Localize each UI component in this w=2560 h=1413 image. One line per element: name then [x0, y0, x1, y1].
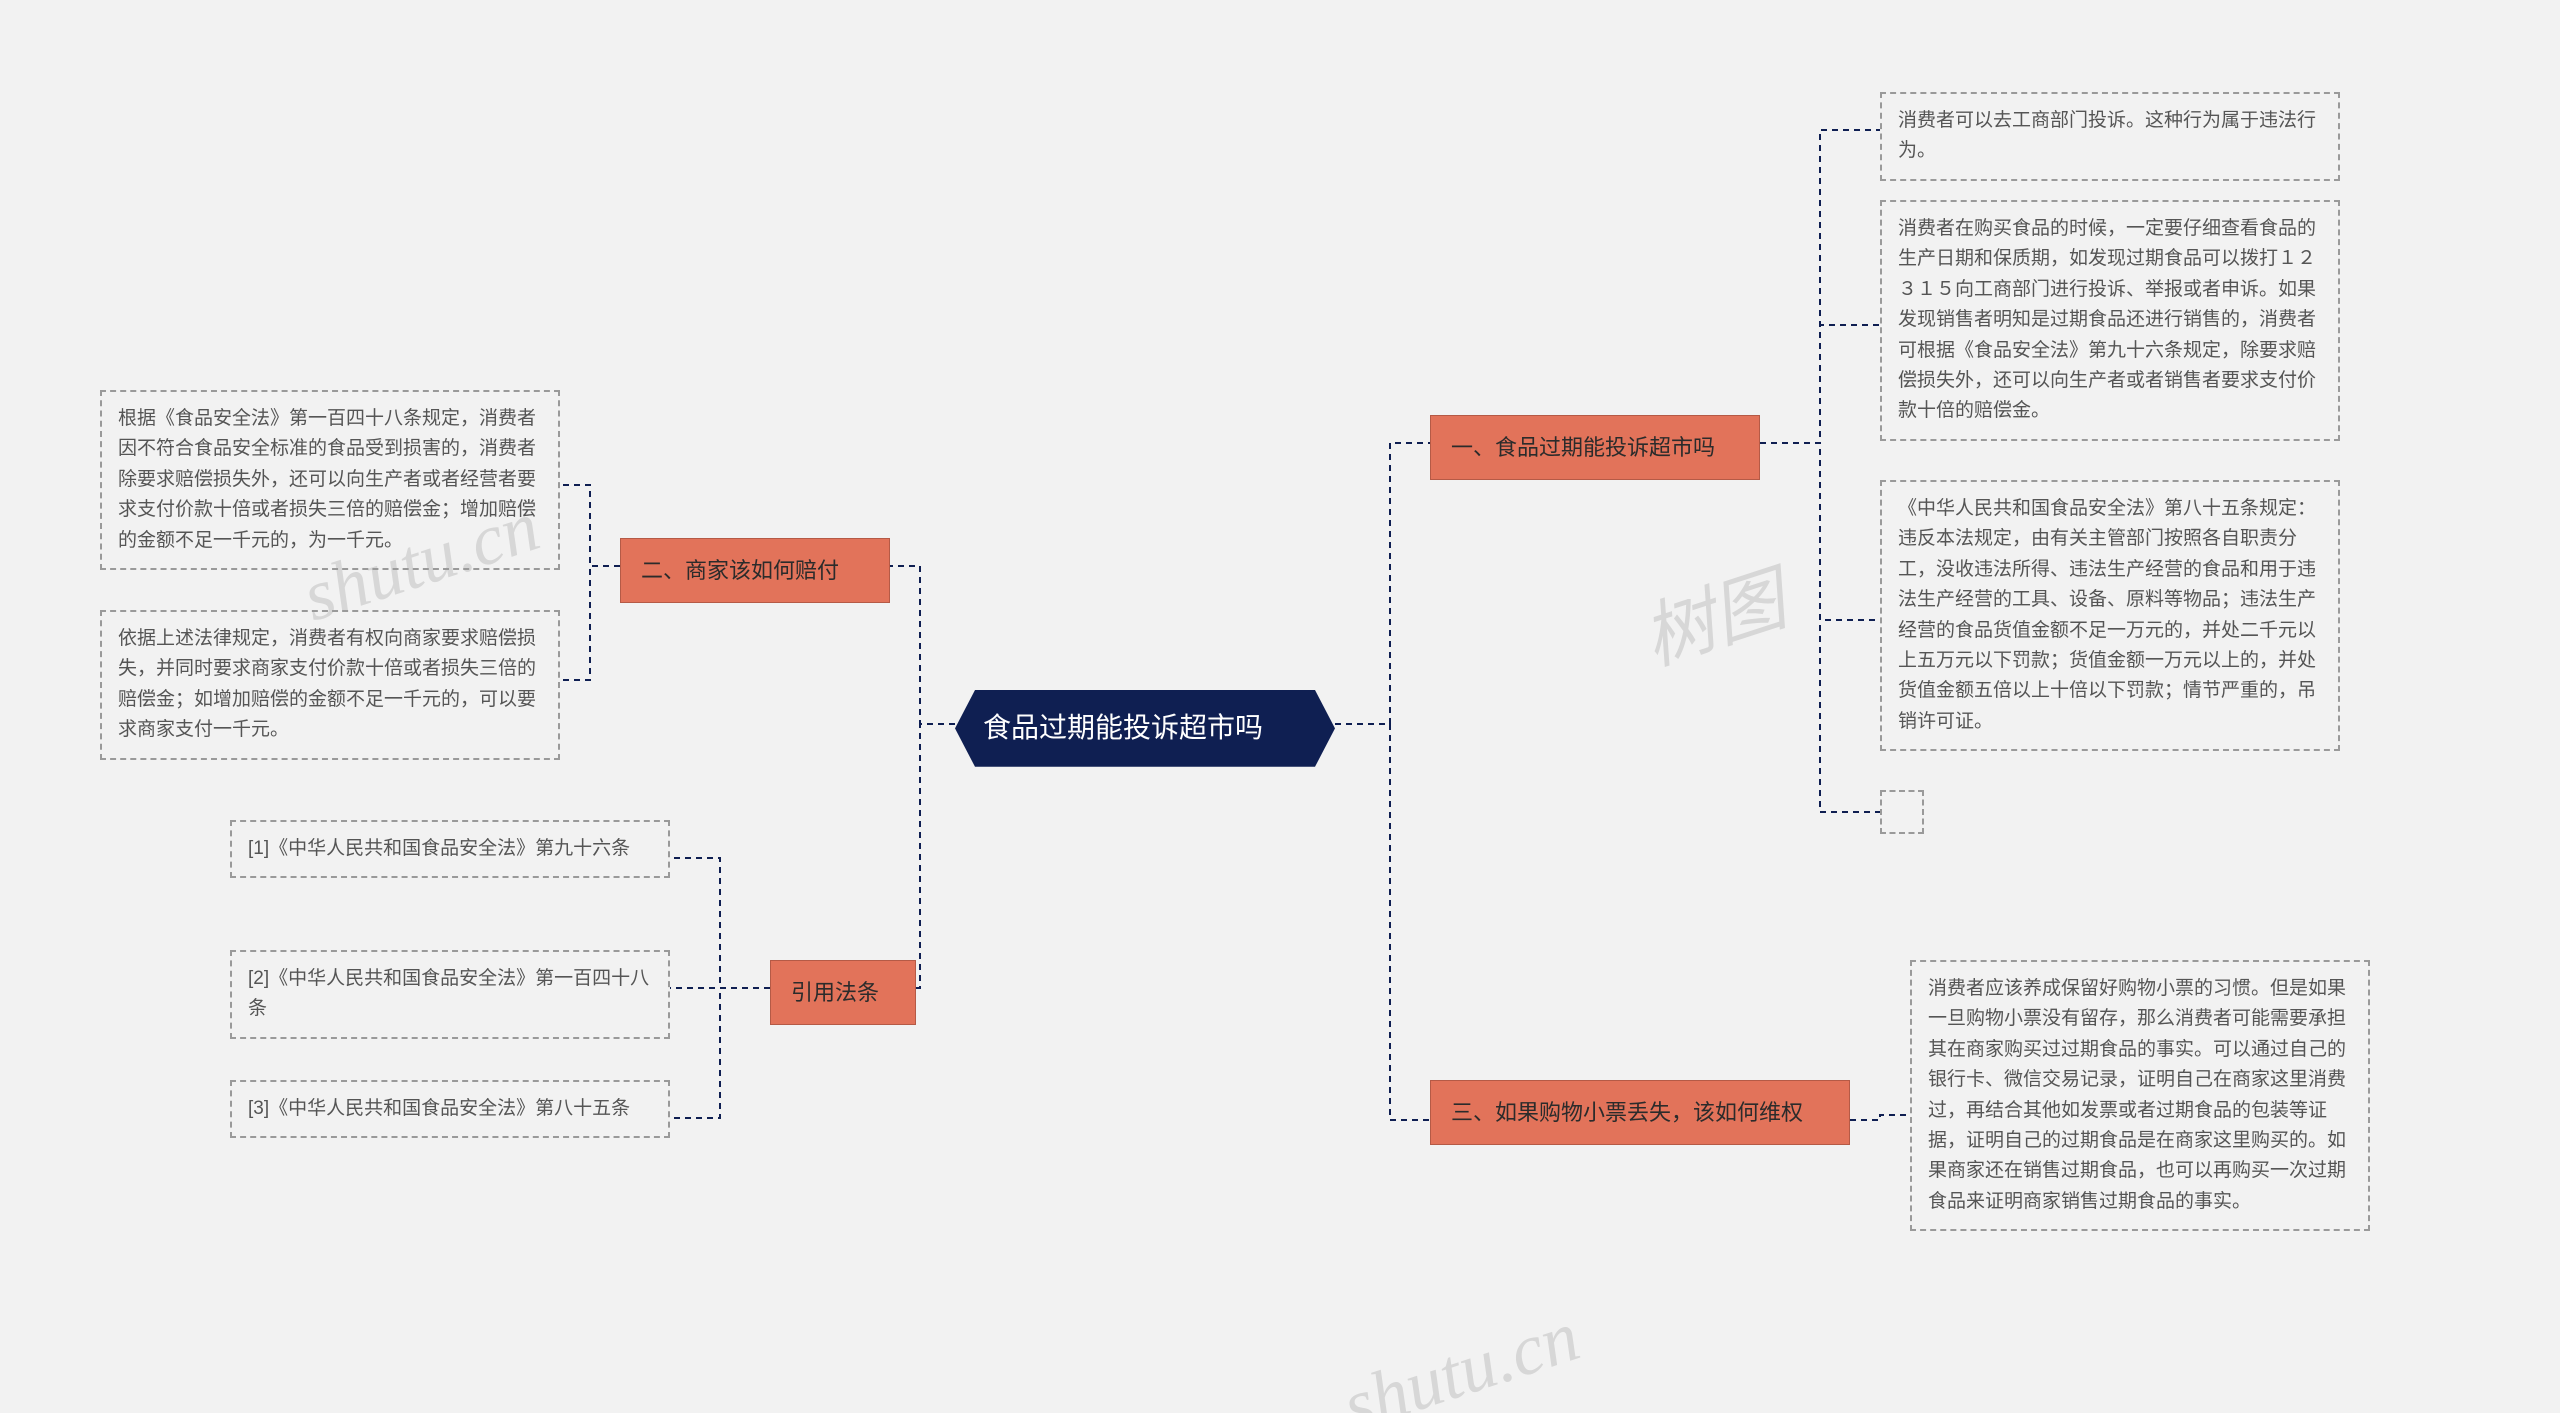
leaf-node: [3]《中华人民共和国食品安全法》第八十五条 — [230, 1080, 670, 1138]
leaf-node: 消费者在购买食品的时候，一定要仔细查看食品的生产日期和保质期，如发现过期食品可以… — [1880, 200, 2340, 441]
watermark: 树图 — [1627, 540, 1796, 684]
branch-node-references[interactable]: 引用法条 — [770, 960, 916, 1025]
leaf-node-empty — [1880, 790, 1924, 834]
branch-node-3[interactable]: 三、如果购物小票丢失，该如何维权 — [1430, 1080, 1850, 1145]
watermark: shutu.cn — [1333, 1295, 1589, 1413]
branch-node-2[interactable]: 二、商家该如何赔付 — [620, 538, 890, 603]
leaf-node: 《中华人民共和国食品安全法》第八十五条规定：违反本法规定，由有关主管部门按照各自… — [1880, 480, 2340, 751]
branch-node-1[interactable]: 一、食品过期能投诉超市吗 — [1430, 415, 1760, 480]
leaf-node: 消费者应该养成保留好购物小票的习惯。但是如果一旦购物小票没有留存，那么消费者可能… — [1910, 960, 2370, 1231]
leaf-node: [2]《中华人民共和国食品安全法》第一百四十八条 — [230, 950, 670, 1039]
root-node[interactable]: 食品过期能投诉超市吗 — [955, 690, 1335, 767]
leaf-node: 依据上述法律规定，消费者有权向商家要求赔偿损失，并同时要求商家支付价款十倍或者损… — [100, 610, 560, 760]
leaf-node: [1]《中华人民共和国食品安全法》第九十六条 — [230, 820, 670, 878]
leaf-node: 根据《食品安全法》第一百四十八条规定，消费者因不符合食品安全标准的食品受到损害的… — [100, 390, 560, 570]
leaf-node: 消费者可以去工商部门投诉。这种行为属于违法行为。 — [1880, 92, 2340, 181]
